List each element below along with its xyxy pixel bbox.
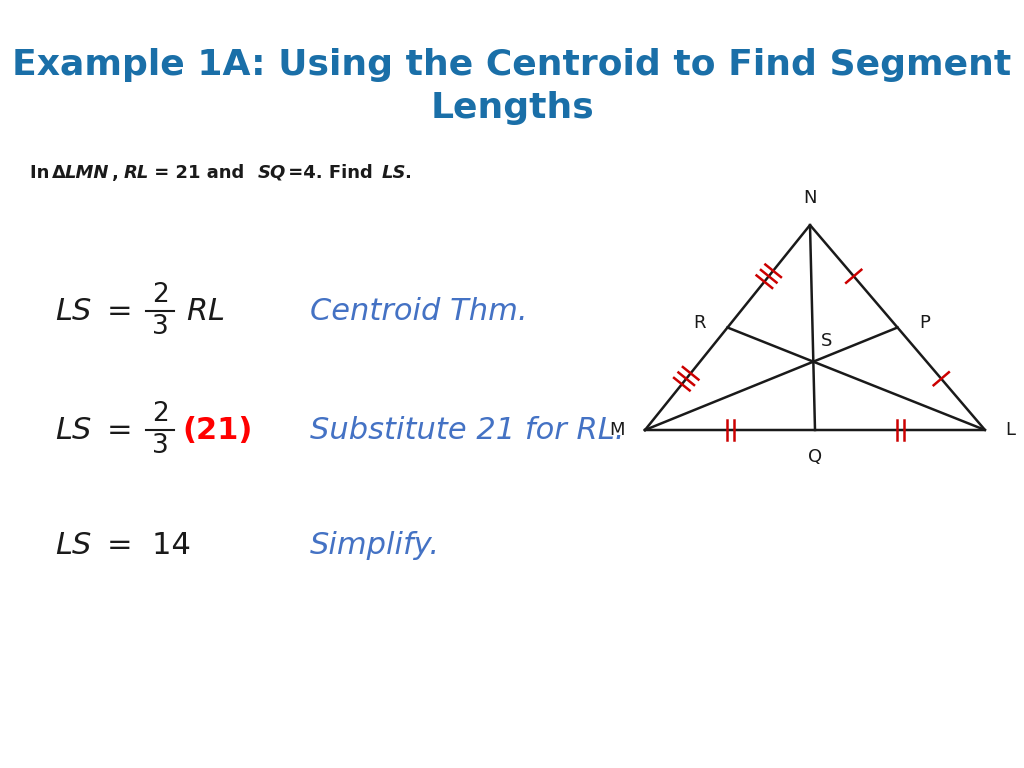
Text: =: =: [106, 415, 133, 445]
Text: P: P: [920, 313, 931, 332]
Text: $LS$: $LS$: [55, 296, 92, 326]
Text: (21): (21): [182, 415, 252, 445]
Text: $LS$: $LS$: [55, 415, 92, 445]
Text: SQ: SQ: [258, 164, 287, 182]
Text: = 21 and: = 21 and: [148, 164, 251, 182]
Text: Δ: Δ: [52, 164, 66, 182]
Text: S: S: [821, 332, 833, 349]
Text: =  14: = 14: [106, 531, 190, 560]
Text: 3: 3: [152, 433, 168, 459]
Text: RL: RL: [124, 164, 150, 182]
Text: 2: 2: [152, 282, 168, 308]
Text: In: In: [30, 164, 55, 182]
Text: N: N: [803, 189, 817, 207]
Text: Centroid Thm.: Centroid Thm.: [310, 296, 527, 326]
Text: .: .: [404, 164, 411, 182]
Text: $LS$: $LS$: [55, 531, 92, 560]
Text: =: =: [106, 296, 133, 326]
Text: Simplify.: Simplify.: [310, 531, 440, 560]
Text: Lengths: Lengths: [430, 91, 594, 124]
Text: 2: 2: [152, 401, 168, 427]
Text: Substitute 21 for RL.: Substitute 21 for RL.: [310, 415, 625, 445]
Text: R: R: [693, 313, 706, 332]
Text: M: M: [609, 421, 625, 439]
Text: Example 1A: Using the Centroid to Find Segment: Example 1A: Using the Centroid to Find S…: [12, 48, 1012, 82]
Text: =4. Find: =4. Find: [282, 164, 379, 182]
Text: LMN: LMN: [65, 164, 110, 182]
Text: L: L: [1005, 421, 1015, 439]
Text: Q: Q: [808, 448, 822, 466]
Text: $RL$: $RL$: [186, 296, 224, 326]
Text: ,: ,: [112, 164, 125, 182]
Text: LS: LS: [382, 164, 407, 182]
Text: 3: 3: [152, 314, 168, 340]
